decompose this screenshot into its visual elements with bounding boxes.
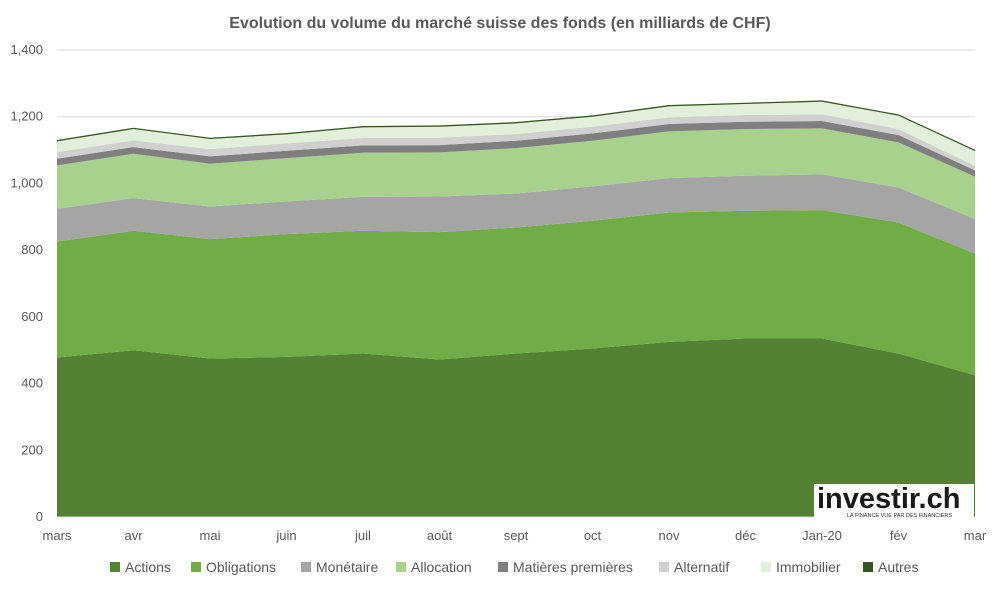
x-axis-ticks: mars avr mai juin juil août sept oct nov déc Jan-2… xyxy=(43,516,987,543)
legend-swatch xyxy=(301,562,311,572)
logo-subtitle: LA FINANCE VUE PAR DES FINANCIERS xyxy=(847,513,952,519)
legend-label: Obligations xyxy=(206,559,276,575)
legend-label: Matières premières xyxy=(513,559,633,575)
x-tick-label: sept xyxy=(504,528,529,543)
y-tick-label: 0 xyxy=(36,509,43,524)
logo-background xyxy=(814,484,974,518)
x-tick-label: juil xyxy=(354,528,371,543)
x-tick-label: juin xyxy=(275,528,296,543)
y-tick-label: 1,400 xyxy=(10,42,43,57)
x-tick-label: avr xyxy=(124,528,143,543)
area-immobilier xyxy=(57,101,975,167)
legend-swatch xyxy=(498,562,508,572)
legend-swatch xyxy=(863,562,873,572)
x-tick-label: mar xyxy=(964,528,987,543)
legend-swatch xyxy=(396,562,406,572)
y-axis-ticks: 0 200 400 600 800 1,000 1,200 1,400 xyxy=(10,42,43,524)
investir-logo: investir.ch LA FINANCE VUE PAR DES FINAN… xyxy=(814,483,974,519)
legend-label: Actions xyxy=(125,559,171,575)
x-tick-label: août xyxy=(427,528,453,543)
legend-swatch xyxy=(191,562,201,572)
legend-label: Allocation xyxy=(411,559,472,575)
area-monetaire xyxy=(57,174,975,254)
logo-text: investir.ch xyxy=(817,483,960,515)
area-obligations xyxy=(57,210,975,376)
y-tick-label: 600 xyxy=(21,309,43,324)
x-tick-label: oct xyxy=(584,528,602,543)
legend: Actions Obligations Monétaire Allocation Mat… xyxy=(110,559,918,575)
area-series xyxy=(57,100,975,517)
y-tick-label: 400 xyxy=(21,376,43,391)
y-tick-label: 200 xyxy=(21,442,43,457)
x-tick-label: nov xyxy=(659,528,680,543)
legend-label: Immobilier xyxy=(776,559,841,575)
x-tick-label: déc xyxy=(735,528,756,543)
legend-swatch xyxy=(110,562,120,572)
area-actions xyxy=(57,338,975,517)
legend-label: Monétaire xyxy=(316,559,378,575)
y-tick-label: 1,000 xyxy=(10,175,43,190)
legend-swatch xyxy=(761,562,771,572)
legend-label: Alternatif xyxy=(674,559,729,575)
legend-swatch xyxy=(659,562,669,572)
x-tick-label: fév xyxy=(890,528,908,543)
y-tick-label: 1,200 xyxy=(10,109,43,124)
x-tick-label: mars xyxy=(43,528,72,543)
chart-title: Evolution du volume du marché suisse des… xyxy=(229,15,770,32)
legend-label: Autres xyxy=(878,559,918,575)
x-tick-label: mai xyxy=(200,528,221,543)
y-tick-label: 800 xyxy=(21,242,43,257)
area-allocation xyxy=(57,128,975,220)
x-tick-label: Jan-20 xyxy=(802,528,842,543)
